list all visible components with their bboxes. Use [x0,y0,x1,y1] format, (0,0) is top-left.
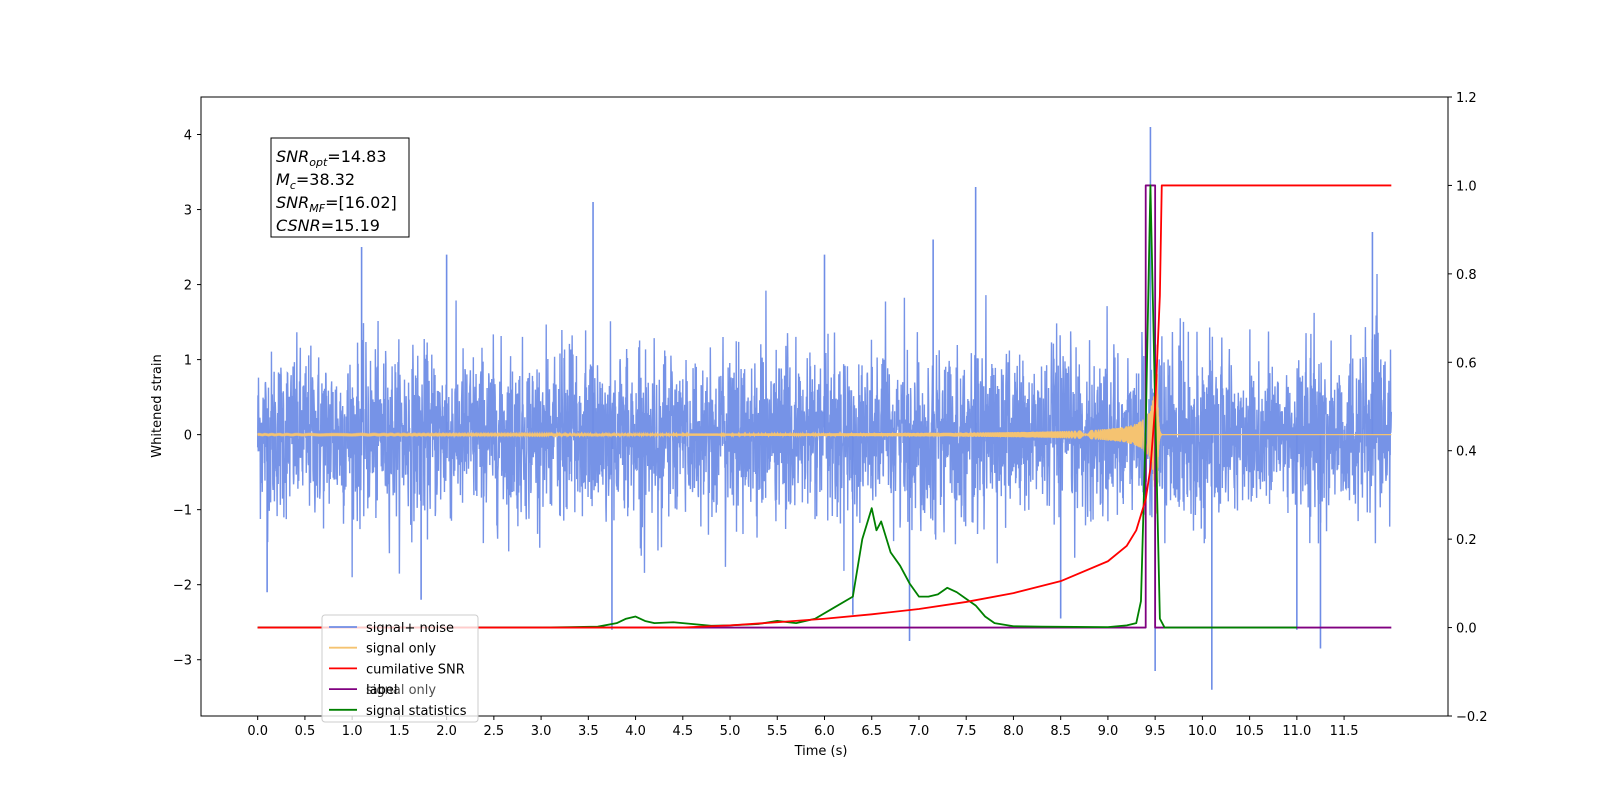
y-axis-left: 4 3 2 1 0 −1 −2 −3 [173,129,201,669]
annotation-value: =[16.02] [325,193,397,212]
x-tick-label: 4.5 [672,724,693,739]
x-tick-label: 9.5 [1145,724,1166,739]
annotation-value: =14.83 [327,147,386,166]
legend-ghost-label: signal only [366,683,436,698]
signal-only-line [257,344,1392,514]
annotation-symbol: M [276,170,290,189]
annotation-box: SNRopt=14.83Mc=38.32SNRMF=[16.02]CSNR=15… [270,137,410,238]
y-right-tick-label: 0.2 [1456,533,1477,548]
x-axis-label: Time (s) [794,744,848,759]
annotation-symbol: SNR [276,147,309,166]
x-tick-label: 11.5 [1330,724,1359,739]
x-tick-label: 4.0 [625,724,646,739]
series-layer [256,127,1393,690]
y-left-tick-label: 1 [184,354,192,369]
x-tick-label: 1.5 [389,724,410,739]
y-right-tick-label: 0.8 [1456,268,1477,283]
x-tick-label: 0.0 [247,724,268,739]
x-tick-label: 7.5 [956,724,977,739]
x-tick-label: 8.5 [1050,724,1071,739]
x-tick-label: 3.5 [578,724,599,739]
annotation-frame [270,137,410,238]
y-left-tick-label: −3 [173,654,192,669]
annotation-line: Mc=38.32 [276,170,355,192]
x-axis: 0.0 0.5 1.0 1.5 2.0 2.5 3.0 3.5 4.0 4.5 5.0 5.5 6.0 6… [247,716,1359,739]
y-right-tick-label: 0.4 [1456,445,1477,460]
y-axis-label: Whitened strain [150,354,165,457]
x-tick-label: 10.5 [1235,724,1264,739]
x-tick-label: 6.0 [814,724,835,739]
x-tick-label: 9.0 [1098,724,1119,739]
cumulative-snr-line [257,184,1392,629]
annotation-subscript: opt [309,156,328,169]
x-tick-label: 0.5 [295,724,316,739]
annotation-line: SNRopt=14.83 [276,147,387,169]
y-right-tick-label: 1.0 [1456,179,1477,194]
x-tick-label: 11.0 [1282,724,1311,739]
annotation-line: CSNR=15.19 [276,216,380,235]
series-signal-only [257,344,1392,514]
legend-frame [321,614,479,723]
legend-label: label [366,683,397,698]
annotation-value: =15.19 [321,216,380,235]
x-tick-label: 10.0 [1188,724,1217,739]
y-left-tick-label: 4 [184,129,192,144]
x-tick-label: 1.0 [342,724,363,739]
signal-statistics-line [257,184,1297,629]
y-left-tick-label: −2 [173,579,192,594]
legend-label: signal+ noise [366,621,454,636]
y-right-tick-label: 0.0 [1456,622,1477,637]
y-left-tick-label: −1 [173,504,192,519]
annotation-subscript: MF [309,202,325,215]
annotation-symbol: SNR [276,193,309,212]
x-tick-label: 5.0 [720,724,741,739]
y-right-tick-label: −0.2 [1456,710,1488,725]
y-left-tick-label: 0 [184,429,192,444]
legend: signal only signal+ noise signal only cumil… [321,614,479,723]
y-right-tick-label: 0.6 [1456,356,1477,371]
annotation-subscript: c [290,179,296,192]
x-tick-label: 2.5 [484,724,505,739]
legend-label: signal statistics [366,704,467,719]
legend-label: cumilative SNR [366,662,465,677]
x-tick-label: 2.0 [436,724,457,739]
x-tick-label: 5.5 [767,724,788,739]
y-left-tick-label: 2 [184,279,192,294]
x-tick-label: 3.0 [531,724,552,739]
annotation-line: SNRMF=[16.02] [276,193,397,215]
y-right-tick-label: 1.2 [1456,91,1477,106]
x-tick-label: 6.5 [861,724,882,739]
annotation-value: =38.32 [296,170,355,189]
legend-label: signal only [366,642,436,657]
x-tick-label: 8.0 [1003,724,1024,739]
y-axis-right: 1.2 1.0 0.8 0.6 0.4 0.2 0.0 −0.2 [1448,91,1488,725]
x-tick-label: 7.0 [909,724,930,739]
annotation-symbol: CSNR [276,216,321,235]
y-left-tick-label: 3 [184,204,192,219]
